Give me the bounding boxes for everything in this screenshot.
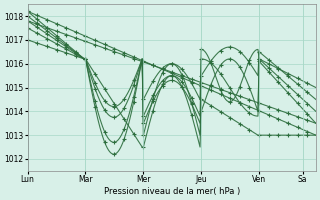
X-axis label: Pression niveau de la mer( hPa ): Pression niveau de la mer( hPa ) xyxy=(104,187,240,196)
